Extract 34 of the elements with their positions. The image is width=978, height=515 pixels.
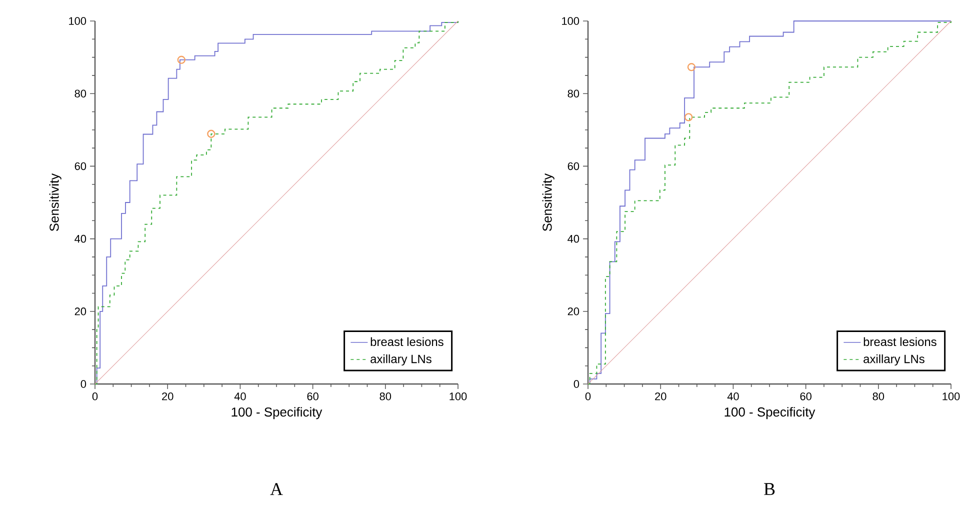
x-tick-label: 100 (942, 392, 960, 400)
x-tick-label: 20 (655, 392, 666, 400)
x-tick-label: 80 (380, 392, 392, 400)
legend-label: breast lesions (370, 337, 444, 346)
text: B (764, 483, 775, 495)
x-tick-label: 0 (585, 392, 591, 400)
y-tick-label: 100 (69, 17, 86, 25)
y-tick-label: 20 (74, 308, 86, 316)
y-tick-label: 80 (568, 90, 580, 98)
x-tick-label: 80 (872, 392, 884, 400)
legend-label: axillary LNs (864, 354, 924, 366)
y-tick-label: 20 (568, 308, 580, 316)
x-tick-label: 0 (92, 392, 98, 400)
x-tick-label: 40 (234, 392, 246, 400)
y-tick-label: 60 (568, 162, 580, 170)
y-tick-label: 40 (568, 234, 580, 243)
x-tick-label: 60 (800, 392, 812, 400)
y-tick-label: 100 (562, 17, 580, 25)
y-axis-title: Sensitivity (542, 173, 554, 232)
x-tick-label: 60 (307, 392, 318, 400)
legend-label: breast lesions (864, 337, 936, 346)
y-tick-label: 0 (574, 380, 580, 388)
y-tick-label: 60 (74, 162, 86, 170)
text: A (270, 483, 283, 496)
legend-label: axillary LNs (370, 354, 432, 366)
x-tick-label: 40 (727, 392, 739, 400)
y-tick-label: 0 (80, 380, 86, 388)
x-axis-title: 100 - Specificity (232, 407, 322, 420)
x-axis-title: 100 - Specificity (724, 407, 816, 420)
x-tick-label: 100 (450, 392, 467, 400)
y-tick-label: 40 (74, 234, 86, 243)
y-axis-title: Sensitivity (49, 173, 62, 232)
x-tick-label: 20 (162, 392, 174, 400)
y-tick-label: 80 (74, 90, 86, 98)
